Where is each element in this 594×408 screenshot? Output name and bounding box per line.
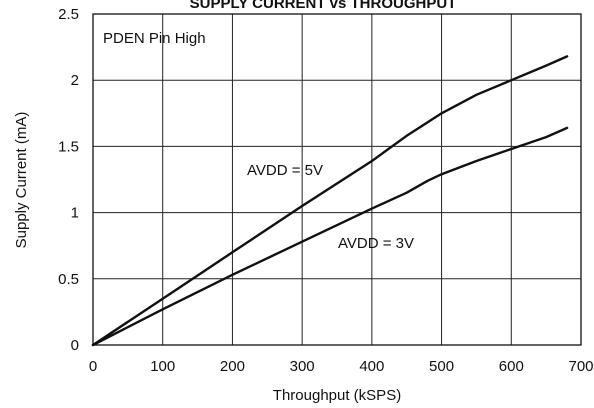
y-tick-label: 2 bbox=[71, 72, 79, 89]
x-tick-label: 400 bbox=[359, 358, 384, 375]
x-axis-title: Throughput (kSPS) bbox=[273, 387, 401, 404]
x-tick-label: 700 bbox=[568, 358, 593, 375]
y-tick-label: 2.5 bbox=[58, 6, 79, 23]
x-tick-label: 0 bbox=[89, 358, 97, 375]
series-line-avdd-3v bbox=[91, 126, 569, 347]
series-label-avdd-3v: AVDD = 3V bbox=[338, 235, 414, 252]
y-tick-label: 1.5 bbox=[58, 138, 79, 155]
x-tick-label: 600 bbox=[499, 358, 524, 375]
plot-frame bbox=[92, 13, 582, 346]
series-lines bbox=[91, 55, 569, 347]
y-tick-labels: 0 0.5 1 1.5 2 2.5 bbox=[58, 6, 79, 354]
x-tick-label: 200 bbox=[220, 358, 245, 375]
series-line-avdd-5v bbox=[91, 55, 569, 347]
y-tick-label: 0.5 bbox=[58, 271, 79, 288]
chart-title: SUPPLY CURRENT vs THROUGHPUT bbox=[190, 0, 457, 12]
grid bbox=[93, 14, 581, 345]
x-tick-labels: 0 100 200 300 400 500 600 700 bbox=[89, 358, 594, 375]
y-axis-title: Supply Current (mA) bbox=[13, 112, 30, 249]
y-tick-label: 0 bbox=[71, 337, 79, 354]
series-label-avdd-5v: AVDD = 5V bbox=[247, 162, 323, 179]
x-tick-label: 500 bbox=[429, 358, 454, 375]
x-tick-label: 300 bbox=[290, 358, 315, 375]
y-tick-label: 1 bbox=[71, 205, 79, 222]
x-tick-label: 100 bbox=[150, 358, 175, 375]
annotation-pden: PDEN Pin High bbox=[103, 30, 206, 47]
